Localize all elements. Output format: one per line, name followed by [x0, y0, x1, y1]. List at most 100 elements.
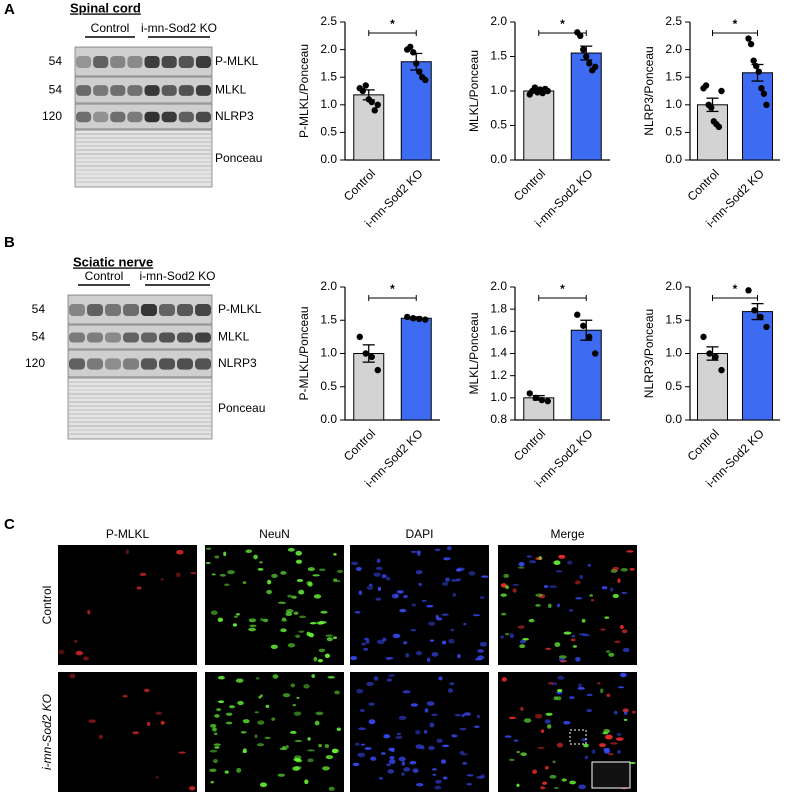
data-point [544, 397, 551, 405]
cell [542, 781, 547, 785]
cell [426, 701, 435, 706]
band-label: Ponceau [218, 401, 265, 415]
cell [435, 614, 440, 620]
cell [503, 573, 510, 578]
x-tick-label: Control [511, 166, 548, 203]
cell [389, 755, 395, 760]
cell [279, 747, 288, 751]
cell [480, 774, 486, 779]
y-tick-label: 1.5 [490, 49, 507, 63]
data-point [410, 315, 417, 322]
cell [178, 751, 186, 754]
cell [376, 558, 381, 563]
data-point [747, 40, 755, 48]
cell [307, 581, 313, 587]
data-point [368, 98, 375, 106]
y-tick-label: 0.5 [490, 118, 507, 132]
cell [294, 739, 303, 743]
y-axis-label: MLKL/Ponceau [467, 50, 481, 132]
cell [315, 711, 324, 716]
data-point [359, 87, 366, 95]
cell [623, 711, 628, 715]
cell [318, 648, 326, 653]
cell [457, 654, 461, 659]
cell [242, 719, 250, 724]
micrograph [58, 672, 197, 792]
cell [579, 575, 584, 579]
cell [214, 732, 218, 736]
significance-label: * [390, 17, 395, 31]
y-tick-label: 1.2 [490, 368, 507, 382]
cell [358, 727, 366, 731]
data-point [422, 76, 429, 84]
cell [621, 629, 628, 634]
cell [415, 730, 421, 735]
data-point [422, 316, 429, 323]
y-axis-label: P-MLKL/Ponceau [297, 44, 311, 138]
cell [398, 715, 407, 721]
data-point [410, 49, 417, 56]
blot-band [159, 358, 175, 370]
cell [509, 633, 515, 639]
blot-band [93, 56, 109, 68]
group-label: Control [85, 269, 124, 283]
y-axis-label: NLRP3/Ponceau [642, 309, 656, 398]
data-point [750, 57, 757, 64]
cell [395, 735, 403, 740]
cell [205, 561, 211, 565]
cell [454, 713, 461, 717]
cell [553, 560, 561, 566]
cell [359, 708, 365, 713]
cell [287, 594, 292, 598]
blot-band [105, 358, 121, 370]
cell [364, 747, 372, 750]
blot-band [76, 111, 92, 123]
cell [217, 617, 224, 622]
y-axis-label: P-MLKL/Ponceau [297, 306, 311, 400]
y-tick-label: 1.0 [665, 97, 682, 111]
cell [225, 712, 233, 716]
cell [513, 739, 519, 742]
cell [505, 585, 510, 589]
data-point [538, 396, 545, 404]
cell [501, 612, 507, 616]
data-point [416, 315, 423, 323]
band-label: P-MLKL [218, 302, 262, 316]
cell [285, 611, 293, 617]
tissue-label: Sciatic nerve [73, 254, 153, 269]
cell [574, 580, 581, 585]
blot-band [69, 304, 85, 316]
cell [445, 577, 450, 582]
cell [312, 574, 320, 577]
cell [590, 599, 595, 602]
cell [365, 639, 370, 644]
cell [441, 581, 449, 586]
cell [332, 580, 341, 583]
cell [535, 603, 541, 607]
cell [385, 657, 394, 660]
cell [69, 673, 76, 679]
cell [601, 586, 608, 590]
blot-band [178, 56, 194, 68]
data-point [532, 394, 539, 402]
blot-band [93, 85, 109, 96]
cell [248, 627, 256, 632]
cell [547, 603, 552, 609]
blot-band [127, 111, 143, 123]
cell [572, 645, 578, 648]
cell [570, 638, 576, 642]
blot-band [161, 56, 177, 68]
cell [307, 758, 314, 763]
cell [532, 769, 538, 774]
data-point [574, 311, 581, 318]
cell [442, 776, 448, 780]
blot-band [123, 358, 139, 370]
blot-band [141, 332, 157, 343]
cell [361, 642, 367, 646]
cell [600, 628, 606, 631]
cell [375, 566, 383, 571]
cell [271, 573, 278, 579]
data-point [758, 85, 765, 92]
blot-band [195, 332, 211, 343]
